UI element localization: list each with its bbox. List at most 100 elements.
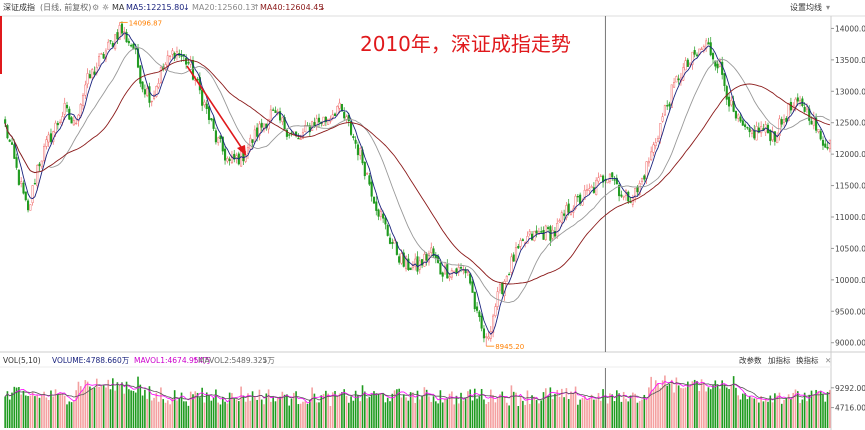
volume-header: VOL(5,10) VOLUME:4788.660万 MAVOL1:4674.9… [0, 354, 865, 368]
candle-body [402, 252, 405, 267]
candle-body [647, 161, 650, 164]
volume-bar [590, 394, 593, 428]
add-indicator-button[interactable]: 加指标 [768, 356, 791, 365]
volume-bar [15, 387, 18, 428]
volume-bar [391, 393, 394, 428]
volume-bar [95, 378, 98, 428]
candle-body [512, 254, 515, 262]
candle-body [134, 48, 137, 50]
candle-body [695, 54, 699, 56]
candle-body [494, 306, 497, 316]
volume-bar [762, 401, 765, 428]
volume-bar [393, 390, 396, 428]
volume-bar [632, 392, 634, 428]
volume-bar [554, 393, 556, 428]
chevron-down-icon[interactable]: ▾ [826, 3, 831, 12]
volume-bar [432, 396, 435, 428]
candle-body [226, 158, 229, 162]
candle-body [757, 127, 760, 133]
volume-bar [728, 389, 730, 428]
volume-bar [588, 398, 591, 428]
volume-bar [698, 391, 701, 428]
candle-body [114, 34, 117, 49]
volume-bar [703, 382, 705, 428]
volume-bar [471, 400, 474, 428]
volume-bar [767, 401, 769, 428]
candle-body [313, 122, 316, 128]
settings-icon[interactable]: ☼ [102, 3, 110, 12]
switch-indicator-button[interactable]: 换指标 [796, 356, 819, 365]
volume-bar [792, 392, 795, 428]
volume-bar [286, 394, 288, 428]
candle-body [588, 188, 591, 191]
volume-bar [313, 393, 316, 428]
candle-body [166, 55, 169, 66]
candle-body [17, 169, 20, 185]
candle-body [79, 104, 82, 116]
volume-bar [499, 394, 501, 428]
volume-bar [4, 396, 6, 428]
volume-bar [146, 398, 148, 428]
candle-body [368, 175, 371, 185]
change-params-button[interactable]: 改参数 [739, 356, 762, 365]
volume-bar [364, 391, 366, 428]
volume-bar [774, 393, 776, 428]
volume-bar [297, 404, 300, 428]
candle-body [77, 114, 80, 122]
candle-body [391, 242, 394, 244]
volume-bar [577, 404, 579, 428]
candle-body [72, 120, 75, 126]
volume-bar [396, 389, 398, 428]
candle-body [370, 181, 373, 197]
y-tick-label: 13000.00 [835, 87, 865, 96]
volume-bar [799, 403, 801, 428]
volume-bar [50, 390, 52, 428]
candle-body [480, 315, 483, 329]
volume-bar [535, 400, 538, 428]
volume-bar [719, 388, 721, 428]
candle-body [709, 42, 712, 56]
candle-body [393, 240, 396, 244]
overlay-title: 2010年，深证成指走势 [360, 32, 571, 56]
volume-bar [485, 404, 488, 428]
candle-body [643, 175, 646, 180]
candle-body [805, 106, 808, 110]
volume-bar [183, 401, 185, 428]
ma-settings-button[interactable]: 设置均线 [790, 3, 822, 12]
candle-body [246, 147, 250, 154]
candle-body [102, 53, 105, 59]
volume-bar [687, 381, 689, 428]
volume-bar [581, 397, 584, 428]
volume-bar [93, 387, 96, 428]
volume-bar [373, 391, 375, 428]
candle-body [141, 81, 144, 90]
candle-body [473, 291, 476, 310]
candle-body [352, 136, 355, 138]
candle-body [75, 122, 78, 125]
arrow-up-icon: ↑ [253, 3, 260, 12]
y-tick-label: 14000.00 [835, 24, 865, 33]
volume-bar [437, 403, 439, 428]
candle-body [528, 231, 531, 235]
volume-bar [519, 396, 522, 428]
volume-bar [574, 386, 577, 428]
volume-bar [707, 387, 710, 428]
candle-body [148, 86, 151, 103]
candle-body [111, 43, 114, 47]
volume-bar [709, 389, 712, 428]
candle-body [821, 140, 825, 146]
volume-bar [418, 399, 421, 428]
candle-body [81, 94, 85, 107]
candle-body [379, 211, 382, 217]
volume-bar [682, 388, 685, 428]
candle-body [517, 245, 520, 249]
volume-bar [130, 390, 132, 428]
volume-bar [238, 401, 240, 428]
candle-body [540, 231, 543, 233]
volume-bar [249, 400, 252, 428]
volume-bar [27, 395, 29, 428]
gear-icon[interactable]: ⚙ [92, 3, 100, 12]
close-icon[interactable]: ✕ [825, 356, 832, 365]
volume-bar [389, 401, 391, 428]
